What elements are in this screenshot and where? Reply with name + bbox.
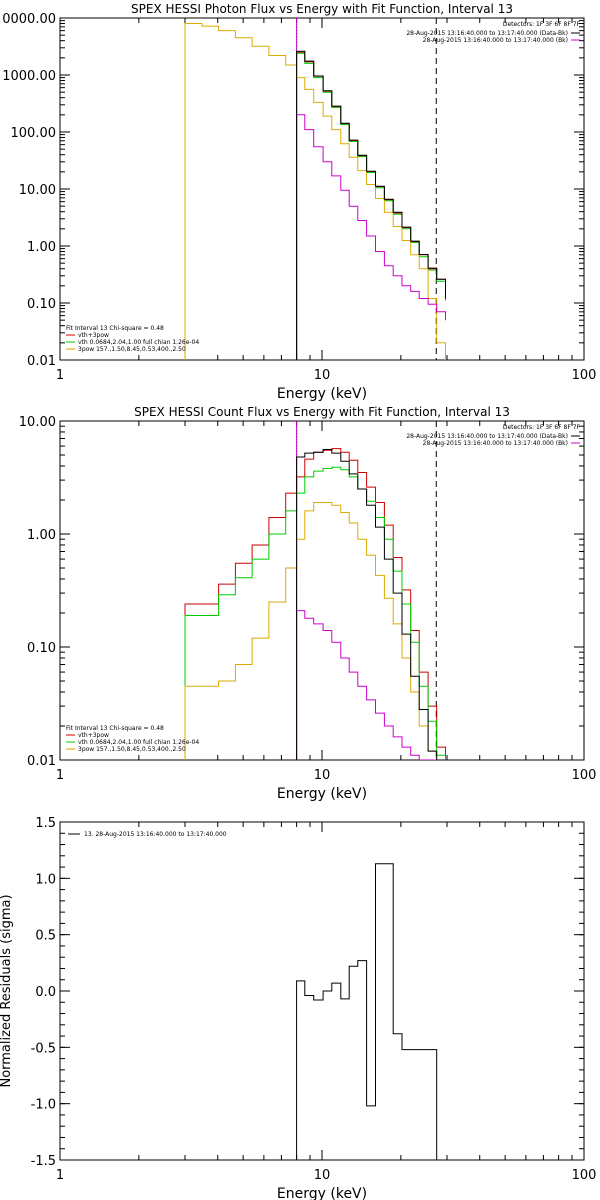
x-tick-label: 10 <box>314 1168 331 1183</box>
legend-entry: 3pow 157.,1.50,8.45,0.53,400.,2.50 <box>78 346 186 353</box>
y-tick-label: 0.10 <box>27 641 56 656</box>
series-data-bk <box>296 449 446 760</box>
x-axis-label: Energy (keV) <box>277 386 367 402</box>
series-bk <box>296 114 446 360</box>
chart-panel-3: 1 10 100 Energy (keV) 1.5 1.0 0.5 0.0 -0.5 -1.0 -1… <box>0 816 596 1200</box>
time-label: 28-Aug-2015 13:16:40.000 to 13:17:40.000… <box>423 440 568 447</box>
x-tick-label: 100 <box>572 768 597 783</box>
x-tick-label: 1 <box>56 1168 64 1183</box>
y-tick-label: 1.00 <box>27 528 56 543</box>
y-tick-label: 1.5 <box>35 816 56 831</box>
detector-label: Detectors: 1F 3F 6F 8F 7F <box>503 424 581 431</box>
y-tick-label: -1.0 <box>31 1098 56 1113</box>
time-label: 28-Aug-2015 13:16:40.000 to 13:17:40.000… <box>406 433 568 440</box>
y-tick-label: -0.5 <box>31 1041 56 1056</box>
x-axis-label: Energy (keV) <box>277 1186 367 1200</box>
y-tick-label: 1.00 <box>27 240 56 255</box>
plot-frame <box>59 17 585 361</box>
series-vth <box>296 52 446 360</box>
y-tick-label: 0.01 <box>27 354 56 369</box>
legend-entry: 3pow 157.,1.50,8.45,0.53,400.,2.50 <box>78 746 186 753</box>
y-axis-label: Normalized Residuals (sigma) <box>0 894 14 1087</box>
chart-panel-1: SPEX HESSI Photon Flux vs Energy with Fi… <box>2 2 596 402</box>
detector-label: Detectors: 1F 3F 6F 8F 7F <box>503 21 581 28</box>
x-tick-label: 100 <box>572 1168 597 1183</box>
plot-frame <box>59 420 585 761</box>
series-vth-3pow <box>296 51 446 360</box>
legend-entry: vth+3pow <box>78 732 109 739</box>
y-tick-label: 10.00 <box>19 183 56 198</box>
series-group <box>296 863 438 1160</box>
x-axis-label: Energy (keV) <box>277 786 367 802</box>
legend-entry: vth 0.0684,2.04,1.00 full chian 1.26e-04 <box>78 739 199 746</box>
x-tick-label: 10 <box>314 368 331 383</box>
x-tick-label: 100 <box>572 368 597 383</box>
y-tick-label: 0.0 <box>35 985 56 1000</box>
fit-header: Fit Interval 13 Chi-square = 0.48 <box>66 725 164 732</box>
legend-entry: vth 0.0684,2.04,1.00 full chian 1.26e-04 <box>78 339 199 346</box>
series-data-bk <box>296 50 446 360</box>
y-tick-label: 0.10 <box>27 297 56 312</box>
fit-header: Fit Interval 13 Chi-square = 0.48 <box>66 325 164 332</box>
y-tick-label: 1.0 <box>35 872 56 887</box>
time-label: 28-Aug-2015 13:16:40.000 to 13:17:40.000… <box>423 37 568 44</box>
series-3pow <box>184 23 446 360</box>
time-label: 28-Aug-2015 13:16:40.000 to 13:17:40.000… <box>406 30 568 37</box>
x-tick-label: 1 <box>56 368 64 383</box>
y-tick-label: 0.01 <box>27 754 56 769</box>
plot-frame <box>59 821 585 1161</box>
series-bk <box>296 610 446 760</box>
y-tick-label: 0000.00 <box>2 12 56 27</box>
series-group <box>184 23 446 360</box>
legend-entry: vth+3pow <box>78 332 109 339</box>
x-tick-label: 10 <box>314 768 331 783</box>
x-tick-label: 1 <box>56 768 64 783</box>
series-13-28-aug-2015-13-16-40- <box>296 863 438 1160</box>
y-tick-label: 0.5 <box>35 929 56 944</box>
chart-title: SPEX HESSI Photon Flux vs Energy with Fi… <box>131 2 513 16</box>
y-tick-label: 10.00 <box>19 415 56 430</box>
y-tick-label: -1.5 <box>31 1154 56 1169</box>
y-tick-label: 1000.00 <box>2 69 56 84</box>
chart-panel-2: SPEX HESSI Count Flux vs Energy with Fit… <box>19 405 597 802</box>
series-3pow <box>184 502 446 760</box>
y-tick-label: 100.00 <box>11 126 57 141</box>
series-vth <box>184 466 446 760</box>
legend-entry: 13. 28-Aug-2015 13:16:40.000 to 13:17:40… <box>84 831 227 838</box>
chart-title: SPEX HESSI Count Flux vs Energy with Fit… <box>134 405 510 419</box>
series-group <box>184 448 446 760</box>
